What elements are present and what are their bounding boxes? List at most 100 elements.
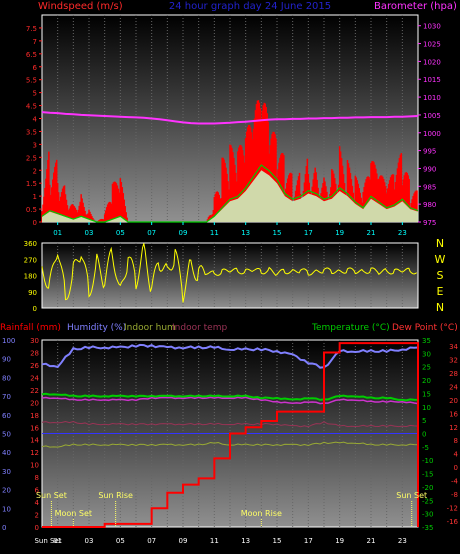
baro-y-tick-label: 990	[423, 165, 436, 173]
dew-y-tick-label: 12	[449, 424, 458, 432]
wind-x-tick-label: 05	[116, 229, 125, 237]
humidity-y-tick-label: 50	[2, 431, 11, 439]
astro-annotation: Moon Rise	[241, 509, 282, 518]
temp-y-tick-label: 0	[422, 431, 426, 439]
temp-x-tick-label: 21	[367, 537, 376, 545]
rain-y-tick-label: 22	[30, 387, 39, 395]
humidity-y-tick-label: 20	[2, 487, 11, 495]
rain-y-tick-label: 14	[30, 437, 39, 445]
wind-y-tick-label: 7.5	[26, 25, 37, 33]
rain-y-tick-label: 24	[30, 374, 39, 382]
compass-label: N	[436, 237, 444, 250]
direction-y-tick-label: 90	[28, 289, 37, 297]
temp-x-tick-label: 13	[241, 537, 250, 545]
compass-label: W	[435, 253, 446, 266]
astro-annotation: Sun Set	[396, 491, 427, 500]
rain-y-tick-label: 28	[30, 349, 39, 357]
wind-average-line	[41, 164, 419, 223]
rain-y-tick-label: 18	[30, 412, 39, 420]
wind-y-tick-label: 0	[33, 219, 37, 227]
direction-y-tick-label: 180	[24, 273, 37, 281]
dew-y-tick-label: -4	[451, 478, 459, 486]
temp-y-tick-label: 15	[422, 390, 431, 398]
temp-x-tick-label: 23	[398, 537, 407, 545]
wind-y-tick-label: 0.5	[26, 206, 37, 214]
baro-y-tick-label: 1005	[423, 112, 441, 120]
humidity-y-tick-label: 40	[2, 449, 11, 457]
temp-y-tick-label: -10	[422, 457, 433, 465]
graph-title: 24 hour graph day 24 June 2015	[169, 1, 331, 12]
rain-y-tick-label: 30	[30, 337, 39, 345]
temperature-line	[41, 392, 419, 402]
wind-x-tick-label: 07	[147, 229, 156, 237]
barometer-axis-title: Barometer (hpa)	[374, 1, 457, 12]
dew-y-tick-label: -16	[447, 518, 459, 526]
rain-y-tick-label: 26	[30, 362, 39, 370]
wind-y-tick-label: 4.5	[26, 103, 37, 111]
wind-x-tick-label: 09	[179, 229, 188, 237]
baro-y-tick-label: 975	[423, 219, 436, 227]
wind-y-tick-label: 3	[33, 141, 37, 149]
temp-x-tick-label: 01	[53, 537, 62, 545]
wind-average-area	[42, 170, 418, 222]
temp-x-tick-label: 11	[210, 537, 219, 545]
temp-y-tick-label: -25	[422, 497, 433, 505]
dew-y-tick-label: 28	[449, 370, 458, 378]
temp-x-tick-label: 03	[85, 537, 94, 545]
baro-y-tick-label: 1000	[423, 130, 441, 138]
dew-y-tick-label: 16	[449, 410, 458, 418]
temp-x-tick-label: 19	[335, 537, 344, 545]
windspeed-axis-title: Windspeed (m/s)	[38, 1, 123, 12]
wind-x-tick-label: 01	[53, 229, 62, 237]
dew-y-tick-label: 8	[454, 437, 458, 445]
wind-y-tick-label: 7	[33, 38, 37, 46]
baro-y-tick-label: 985	[423, 183, 436, 191]
wind-x-tick-label: 23	[398, 229, 407, 237]
baro-y-tick-label: 995	[423, 148, 436, 156]
dew-point-legend: Dew Point (°C)	[392, 323, 458, 333]
wind-y-tick-label: 3.5	[26, 128, 37, 136]
baro-y-tick-label: 980	[423, 201, 436, 209]
direction-y-tick-label: 360	[24, 240, 37, 248]
rain-y-tick-label: 16	[30, 424, 39, 432]
astro-annotation: Sun Set	[36, 491, 67, 500]
wind-y-tick-label: 5.5	[26, 77, 37, 85]
humidity-y-tick-label: 60	[2, 412, 11, 420]
temp-y-tick-label: -30	[422, 511, 433, 519]
humidity-y-tick-label: 80	[2, 374, 11, 382]
astro-annotation: Sun Rise	[98, 491, 133, 500]
dew-y-tick-label: 20	[449, 397, 458, 405]
temp-y-tick-label: 10	[422, 404, 431, 412]
dew-point-line	[41, 396, 419, 405]
dew-y-tick-label: 32	[449, 356, 458, 364]
temp-x-tick-label: 07	[147, 537, 156, 545]
wind-y-tick-label: 6.5	[26, 51, 37, 59]
indoor-hum-legend: Indoor hum	[124, 323, 176, 333]
temp-x-tick-label: 05	[116, 537, 125, 545]
wind-x-tick-label: 15	[273, 229, 282, 237]
rain-y-tick-label: 4	[35, 499, 40, 507]
baro-y-tick-label: 1030	[423, 23, 441, 31]
temp-y-tick-label: 35	[422, 337, 431, 345]
wind-y-tick-label: 5	[33, 90, 37, 98]
baro-y-tick-label: 1025	[423, 41, 441, 49]
rain-y-tick-label: 0	[35, 524, 39, 532]
wind-x-tick-label: 11	[210, 229, 219, 237]
direction-y-tick-label: 270	[24, 256, 37, 264]
wind-y-tick-label: 4	[33, 116, 38, 124]
humidity-y-tick-label: 70	[2, 393, 11, 401]
direction-y-tick-label: 0	[33, 305, 37, 313]
compass-label: N	[436, 301, 444, 314]
compass-label: S	[437, 269, 444, 282]
temp-y-tick-label: -5	[422, 444, 429, 452]
humidity-y-tick-label: 90	[2, 356, 11, 364]
barometer-line	[41, 111, 419, 125]
rain-y-tick-label: 20	[30, 399, 39, 407]
temp-x-tick-label: 09	[179, 537, 188, 545]
wind-y-tick-label: 1	[33, 193, 37, 201]
rainfall-legend: Rainfall (mm)	[0, 323, 61, 333]
rain-y-tick-label: 12	[30, 449, 39, 457]
temp-x-tick-label: 17	[304, 537, 313, 545]
humidity-legend: Humidity (%)	[67, 323, 126, 333]
